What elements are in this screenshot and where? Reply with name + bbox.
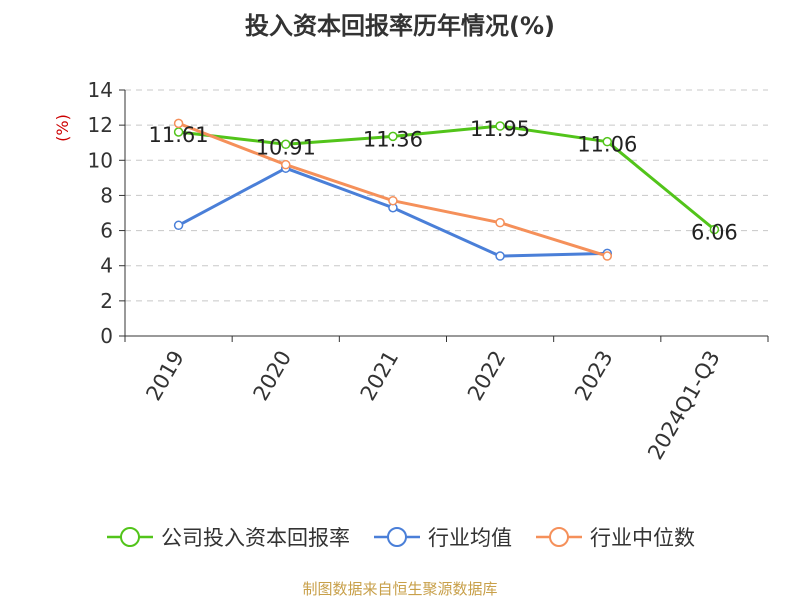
data-point <box>495 121 505 131</box>
source-note: 制图数据来自恒生聚源数据库 <box>302 580 498 598</box>
data-label: 11.95 <box>470 117 530 141</box>
y-tick-label: 14 <box>88 78 113 102</box>
data-point <box>495 217 505 228</box>
x-tick-label: 2022 <box>463 347 511 405</box>
y-tick-label: 6 <box>100 219 113 243</box>
data-point <box>281 159 291 170</box>
legend-label: 行业均值 <box>428 526 512 550</box>
x-tick-label: 2020 <box>249 347 297 405</box>
data-point <box>173 118 184 129</box>
x-tick-label: 2024Q1-Q3 <box>643 347 725 464</box>
data-point <box>602 251 612 261</box>
x-tick-label: 2019 <box>141 347 189 405</box>
data-point <box>281 139 291 150</box>
legend-label: 行业中位数 <box>590 526 695 550</box>
data-point <box>709 224 720 235</box>
y-tick-label: 10 <box>88 148 113 172</box>
data-point <box>495 251 505 261</box>
data-point <box>173 220 184 231</box>
chart-legend: 公司投入资本回报率 行业均值 行业中位数 <box>0 521 800 553</box>
y-tick-label: 4 <box>100 254 113 278</box>
y-tick-label: 12 <box>88 113 113 137</box>
legend-line-marker-icon <box>107 527 153 547</box>
y-axis-label: (%) <box>53 114 72 142</box>
data-label: 11.06 <box>577 133 637 157</box>
data-point <box>388 131 398 142</box>
legend-item-2[interactable]: 行业均值 <box>372 522 512 552</box>
x-tick-label: 2021 <box>356 347 404 405</box>
y-tick-label: 0 <box>100 324 113 348</box>
legend-line-marker-icon <box>536 527 582 547</box>
data-label: 10.91 <box>256 135 316 159</box>
legend-line-marker-icon <box>374 527 420 547</box>
legend-item-3[interactable]: 行业中位数 <box>534 522 695 552</box>
data-label: 6.06 <box>691 221 738 245</box>
data-point <box>602 136 612 147</box>
series-line-1 <box>178 124 716 231</box>
chart-title: 投入资本回报率历年情况(%) <box>245 12 555 40</box>
x-tick-label: 2023 <box>570 347 618 405</box>
y-tick-label: 2 <box>100 289 113 313</box>
data-label: 11.36 <box>363 127 423 151</box>
legend-item-1[interactable]: 公司投入资本回报率 <box>105 522 350 552</box>
legend-label: 公司投入资本回报率 <box>161 526 350 550</box>
data-point <box>388 195 398 206</box>
data-label: 11.61 <box>149 123 209 147</box>
y-tick-label: 8 <box>100 183 113 207</box>
